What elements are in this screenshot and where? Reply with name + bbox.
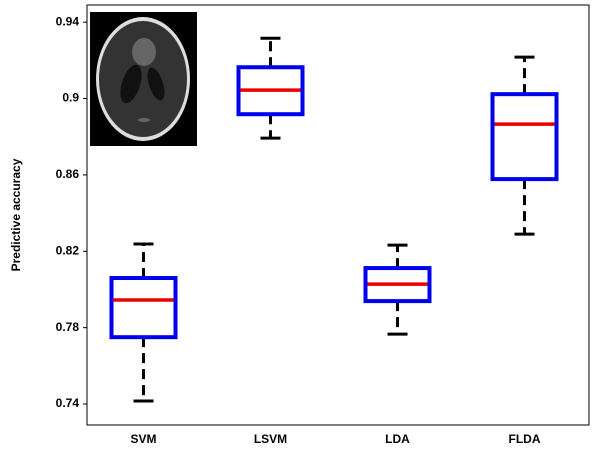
x-tick-label: FLDA [509,432,541,446]
y-tick-label: 0.82 [56,243,80,257]
y-tick-label: 0.78 [56,320,80,334]
chart: Predictive accuracy 0.74 0.78 0.82 0.86 0.9 0… [0,0,592,454]
x-tick-label: LDA [385,432,410,446]
box [493,94,557,179]
y-tick-label: 0.74 [56,396,80,410]
y-tick-label: 0.9 [62,91,79,105]
x-tick-label: LSVM [254,432,287,446]
box [112,278,176,337]
y-axis-label: Predictive accuracy [9,158,23,271]
x-tick-label: SVM [130,432,156,446]
page: {"chart_data": {"type": "box", "y_label"… [0,0,592,454]
y-tick-label: 0.86 [56,167,80,181]
y-tick-label: 0.94 [56,14,80,28]
phantom-inset [90,12,197,146]
